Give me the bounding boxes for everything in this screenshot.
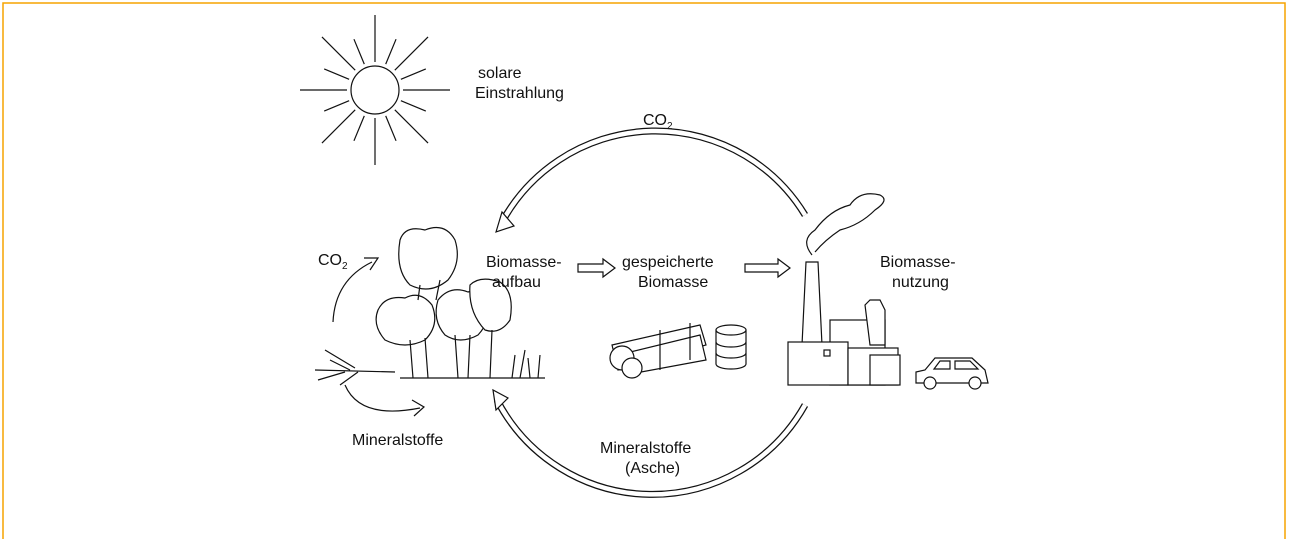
sun-ray (386, 116, 396, 141)
sun-ray (354, 39, 364, 64)
use-label: Biomasse- (880, 254, 956, 271)
sun-ray (395, 110, 428, 143)
stored-biomass (610, 323, 746, 378)
sun-ray (401, 69, 426, 79)
sun-ray (386, 39, 396, 64)
sun-ray (354, 116, 364, 141)
minerals-label: Mineralstoffe (352, 432, 443, 449)
co2-text: CO (318, 252, 342, 269)
co2-cycle-arrow (496, 131, 805, 232)
co2-text: CO (643, 112, 667, 129)
biomass-build-label: aufbau (492, 274, 541, 291)
sun (300, 15, 450, 165)
minerals-ash-label: Mineralstoffe (600, 440, 691, 457)
biomass-build-label: Biomasse- (486, 254, 562, 271)
co2-label: CO2 (318, 252, 348, 272)
sun-ray (324, 69, 349, 79)
co2-sub: 2 (342, 261, 348, 272)
power-plant (788, 194, 900, 385)
sun-ray (324, 101, 349, 111)
sun-ray (395, 37, 428, 70)
stored-label: gespeicherte (622, 254, 714, 271)
diagram: solare Einstrahlung CO2 CO2 Biomasse- au… (0, 0, 1289, 539)
solar-label: Einstrahlung (475, 85, 564, 102)
solar-label: solare (478, 65, 522, 82)
use-label: nutzung (892, 274, 949, 291)
sun-ray (322, 37, 355, 70)
minerals-ash-label: (Asche) (625, 460, 680, 477)
plants (315, 228, 545, 385)
car (916, 358, 988, 389)
stored-label: Biomasse (638, 274, 708, 291)
sun-ray (401, 101, 426, 111)
sun-ray (322, 110, 355, 143)
frame (3, 3, 1285, 539)
co2-sub: 2 (667, 121, 673, 132)
page: solare Einstrahlung CO2 CO2 Biomasse- au… (0, 0, 1289, 539)
